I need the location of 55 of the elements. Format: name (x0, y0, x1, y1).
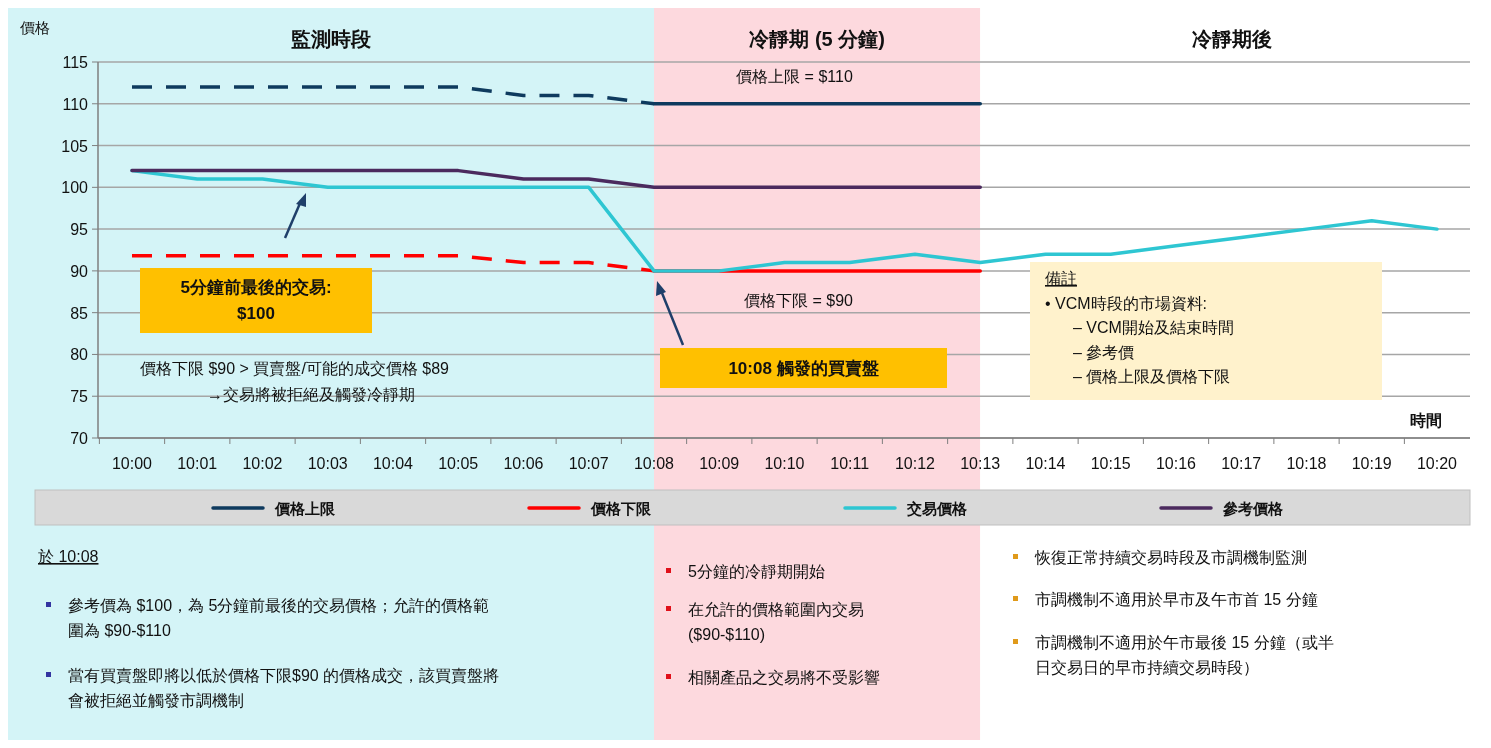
x-tick-label: 10:09 (699, 455, 740, 472)
y-axis-title: 價格 (20, 19, 50, 36)
legend-label: 交易價格 (906, 500, 968, 517)
y-tick-label: 80 (70, 346, 89, 364)
y-tick-label: 110 (62, 95, 89, 113)
x-tick-label: 10:11 (830, 455, 870, 472)
x-tick-label: 10:12 (894, 455, 936, 472)
x-tick-label: 10:00 (111, 455, 153, 472)
y-tick-label: 85 (70, 304, 89, 322)
band-label: 監測時段 (291, 28, 372, 50)
y-tick-label: 105 (61, 137, 89, 155)
text: 市調機制不適用於午市最後 15 分鐘（或半日交易日的早市持續交易時段） (1035, 634, 1334, 676)
x-tick-label: 10:10 (764, 455, 805, 472)
y-tick-label: 100 (61, 179, 89, 197)
text: 市調機制不適用於早市及午市首 15 分鐘 (1035, 591, 1318, 608)
legend-label: 價格下限 (590, 500, 652, 517)
x-tick-label: 10:20 (1416, 455, 1458, 472)
y-tick-label: 75 (70, 388, 89, 406)
x-tick-label: 10:15 (1090, 455, 1131, 472)
text: 恢復正常持續交易時段及市調機制監測 (1034, 549, 1307, 566)
text: 當有買賣盤即將以低於價格下限$90 的價格成交，該買賣盤將會被拒絕並觸發市調機制 (68, 667, 500, 709)
x-tick-label: 10:06 (503, 455, 544, 472)
x-tick-label: 10:07 (568, 455, 609, 472)
x-tick-label: 10:03 (307, 455, 348, 472)
x-tick-label: 10:18 (1286, 455, 1327, 472)
x-tick-label: 10:08 (633, 455, 675, 472)
annotation: 價格下限 = $90 (744, 291, 854, 309)
x-tick-label: 10:14 (1025, 455, 1066, 472)
y-tick-label: 70 (70, 430, 89, 447)
text: 於 10:08 (38, 548, 99, 565)
legend-label: 參考價格 (1222, 500, 1284, 517)
annotation: 價格上限 = $110 (736, 67, 853, 85)
x-tick-label: 10:16 (1155, 455, 1197, 472)
y-tick-label: 95 (70, 221, 89, 239)
x-tick-label: 10:01 (177, 455, 218, 472)
y-tick-label: 115 (62, 54, 89, 71)
text: 參考價為 $100，為 5分鐘前最後的交易價格；允許的價格範圍為 $90-$110 (68, 597, 490, 639)
legend-label: 價格上限 (274, 500, 336, 517)
text: 在允許的價格範圍內交易 ($90-$110) (688, 601, 864, 643)
annotation: 備註 • VCM時段的市場資料: – VCM開始及結束時間 – 參考價 – 價格上限及價格下限 (1045, 270, 1234, 385)
x-axis-title: 時間 (1410, 412, 1442, 429)
x-tick-label: 10:02 (242, 455, 283, 472)
x-tick-label: 10:19 (1351, 455, 1392, 472)
x-tick-label: 10:04 (372, 455, 414, 472)
band-label: 冷靜期 (5 分鐘) (749, 28, 885, 50)
x-tick-label: 10:17 (1221, 455, 1262, 472)
x-tick-label: 10:05 (438, 455, 479, 472)
band-label: 冷靜期後 (1191, 28, 1272, 50)
text: 相關產品之交易將不受影響 (688, 669, 880, 686)
annotation: 10:08 觸發的買賣盤 (728, 359, 879, 378)
annotation: 5分鐘前最後的交易: $100 (180, 278, 332, 323)
text: 5分鐘的冷靜期開始 (688, 563, 825, 580)
annotation: 價格下限 $90 > 買賣盤/可能的成交價格 $89 →交易將被拒絕及觸發冷靜期 (140, 360, 450, 403)
x-tick-label: 10:13 (960, 455, 1001, 472)
y-tick-label: 90 (70, 262, 89, 280)
